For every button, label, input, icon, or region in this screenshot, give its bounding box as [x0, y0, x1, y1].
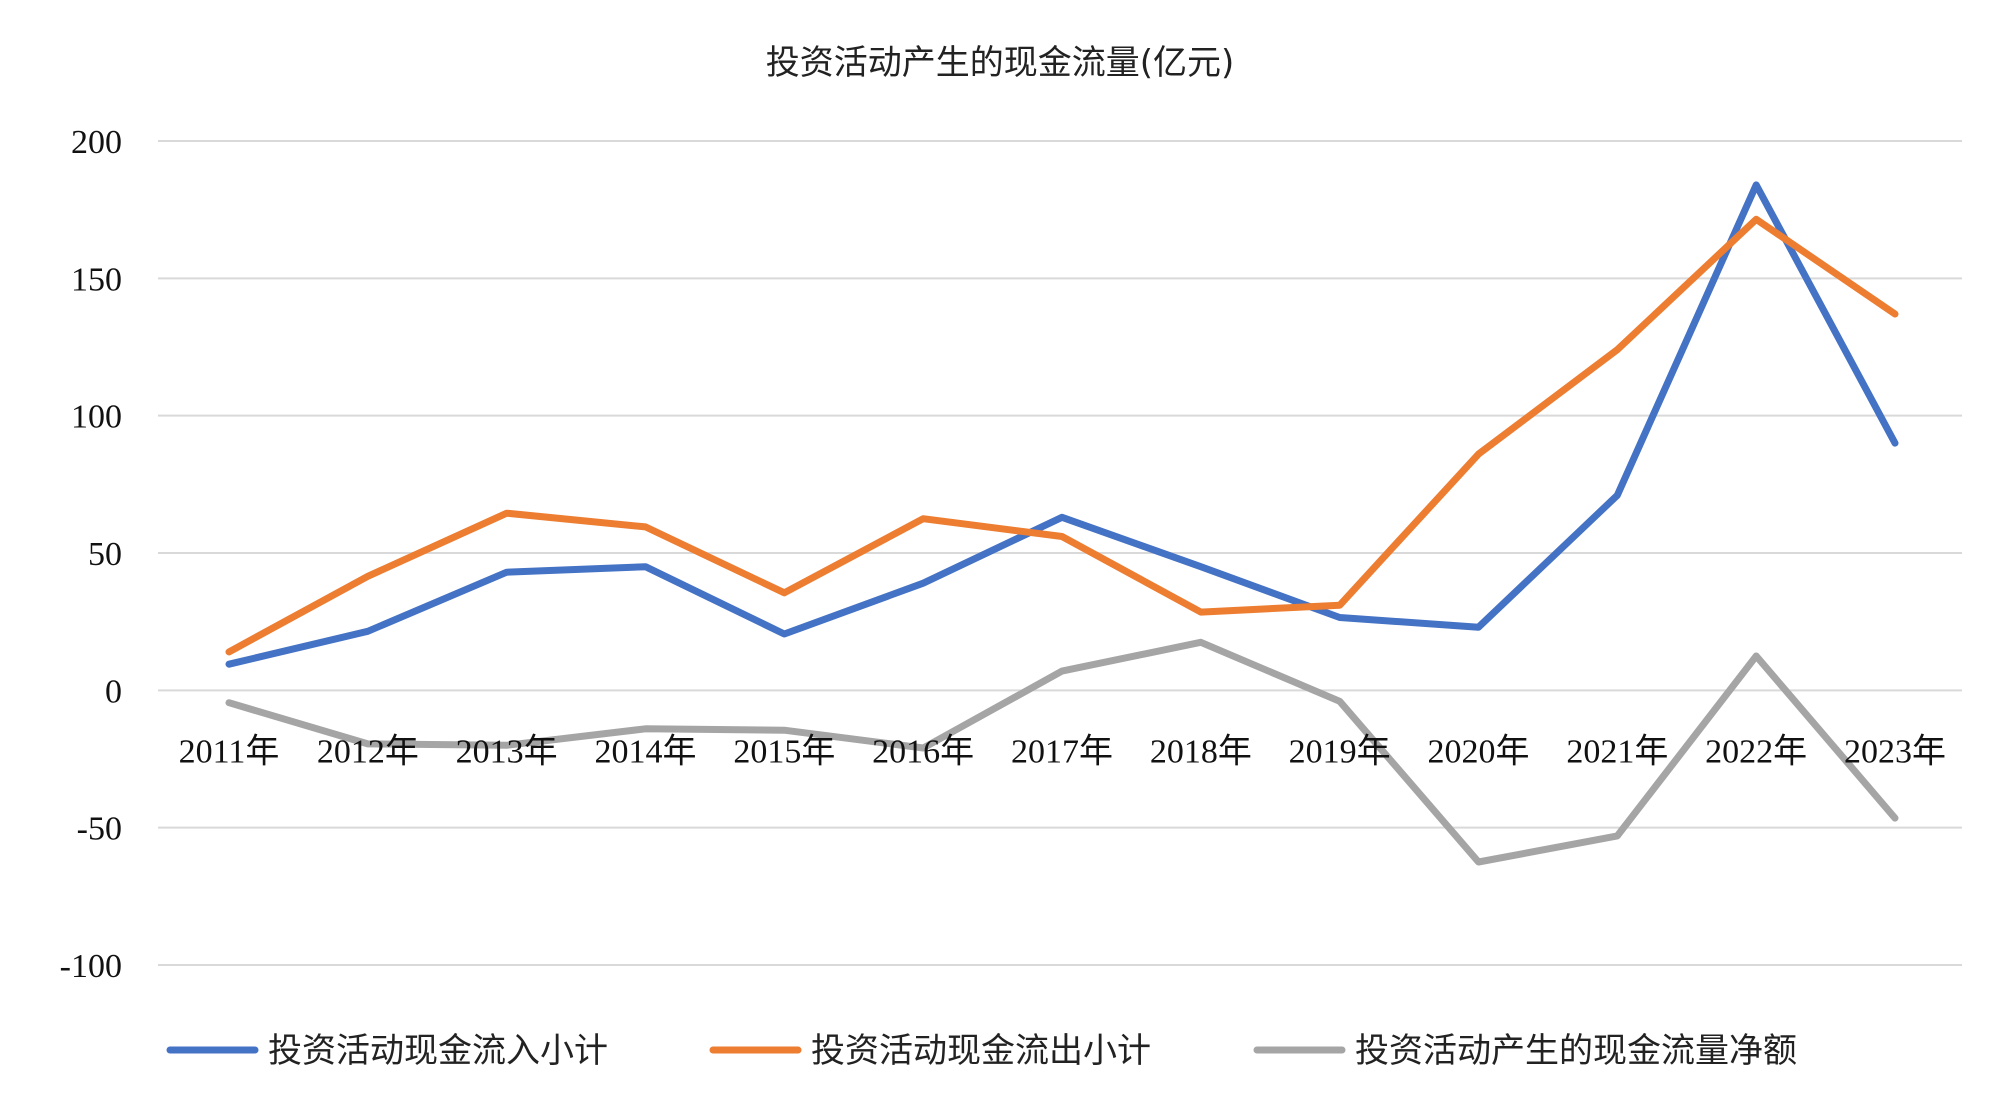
series-line-1: [225, 181, 1899, 668]
x-tick-label: 2015年: [733, 732, 835, 770]
y-tick-label: 100: [71, 399, 122, 436]
series-layer: [225, 181, 1899, 866]
x-tick-label: 2014年: [595, 732, 697, 770]
x-tick-label: 2017年: [1011, 732, 1113, 770]
x-tick-label: 2022年: [1705, 732, 1807, 770]
y-tick-label: 200: [71, 124, 122, 161]
legend: 投资活动现金流入小计 投资活动现金流出小计 投资活动产生的现金流量净额: [166, 1031, 1797, 1071]
x-tick-label: 2011年: [179, 732, 280, 770]
y-tick-label: 0: [105, 673, 122, 710]
legend-label: 投资活动产生的现金流量净额: [1355, 1031, 1797, 1071]
x-tick-label: 2021年: [1566, 732, 1668, 770]
x-tick-label: 2013年: [456, 732, 558, 770]
legend-label: 投资活动现金流出小计: [811, 1031, 1151, 1071]
legend-label: 投资活动现金流入小计: [268, 1031, 608, 1071]
y-axis-ticks: 200 150 100 50 0 -50 -100: [60, 124, 122, 985]
y-tick-label: 50: [88, 536, 122, 573]
y-tick-label: 150: [71, 261, 122, 298]
grid-layer: [158, 140, 1962, 966]
y-tick-label: -100: [60, 948, 122, 985]
x-tick-label: 2016年: [872, 732, 974, 770]
y-tick-label: -50: [77, 811, 122, 848]
x-tick-label: 2020年: [1428, 732, 1530, 770]
series-line-2: [225, 215, 1899, 656]
chart-title: 投资活动产生的现金流量(亿元): [766, 43, 1235, 83]
x-tick-label: 2023年: [1844, 732, 1946, 770]
x-tick-label: 2018年: [1150, 732, 1252, 770]
x-axis-ticks: 2011年 2012年 2013年 2014年 2015年 2016年 2017年 2018年…: [179, 732, 1946, 770]
x-tick-label: 2019年: [1289, 732, 1391, 770]
series-line-3: [225, 638, 1899, 866]
x-tick-label: 2012年: [317, 732, 419, 770]
